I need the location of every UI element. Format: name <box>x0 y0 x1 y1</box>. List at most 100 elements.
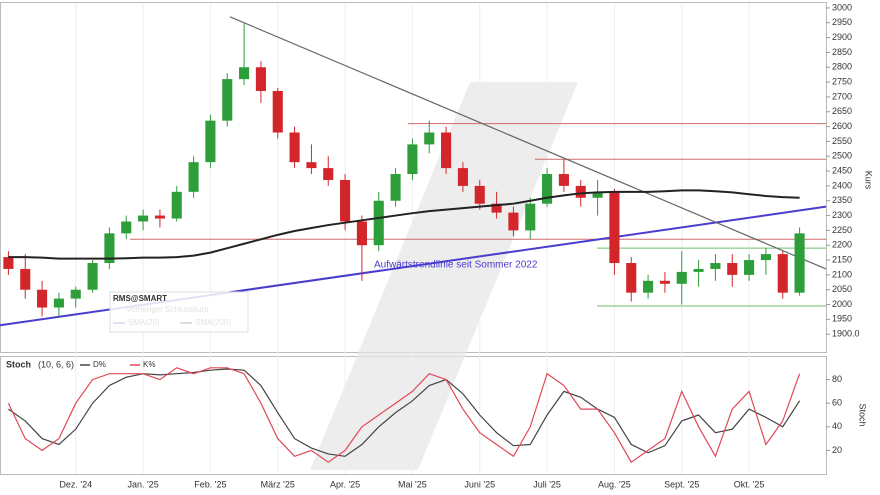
y-tick-label: 2050 <box>832 284 852 294</box>
y-tick-label: 2250 <box>832 225 852 235</box>
candle-body <box>171 191 182 219</box>
stoch-subtitle: (10, 6, 6) <box>38 359 74 369</box>
x-tick-label: Apr. '25 <box>330 479 360 489</box>
y-tick-label: 3000 <box>832 2 852 12</box>
candle-body <box>525 203 536 231</box>
candle-body <box>659 280 670 284</box>
candle-body <box>424 132 435 145</box>
candle-body <box>239 67 250 80</box>
y-tick-label: 60 <box>832 398 842 408</box>
y-tick-label: 20 <box>832 445 842 455</box>
candle-body <box>794 233 805 293</box>
y-tick-label: 40 <box>832 421 842 431</box>
candle-body <box>188 162 199 192</box>
candle-body <box>441 132 452 169</box>
candle-body <box>710 263 721 269</box>
y-tick-label: 2150 <box>832 254 852 264</box>
candle-body <box>676 271 687 284</box>
candle-body <box>643 280 654 293</box>
y-tick-label: 2900 <box>832 32 852 42</box>
y-tick-label: 80 <box>832 374 842 384</box>
candle-body <box>390 174 401 201</box>
candle-body <box>508 212 519 231</box>
y-tick-label: 1950 <box>832 314 852 324</box>
candle-body <box>289 132 300 163</box>
y-tick-label: 1900.0 <box>832 329 860 339</box>
candle-body <box>693 268 704 272</box>
y-tick-label: 2200 <box>832 240 852 250</box>
y-tick-label: 2000 <box>832 299 852 309</box>
candle-body <box>558 174 569 186</box>
candle-body <box>340 179 351 222</box>
x-tick-label: Okt. '25 <box>734 479 765 489</box>
candle-body <box>121 221 132 234</box>
x-tick-label: März '25 <box>261 479 295 489</box>
series-line <box>7 367 801 464</box>
legend-title: RMS@SMART <box>113 294 167 303</box>
candle-body <box>37 289 48 308</box>
candle-body <box>491 203 502 213</box>
candle-body <box>255 67 266 91</box>
candle-body <box>138 215 149 222</box>
trendline-annotation: Aufwärtstrendlinie seit Sommer 2022 <box>374 260 538 271</box>
candle-body <box>20 268 31 290</box>
stoch-title: Stoch <box>6 359 31 369</box>
candle-body <box>87 263 98 290</box>
candle-body <box>474 185 485 204</box>
candle-body <box>154 215 165 219</box>
x-tick-label: Jan. '25 <box>127 479 158 489</box>
x-tick-label: Juli '25 <box>533 479 561 489</box>
candle-body <box>306 162 317 169</box>
candle-body <box>104 233 115 264</box>
candle-body <box>272 90 283 133</box>
candle-body <box>592 191 603 198</box>
y-axis-label: Kurs <box>864 171 874 190</box>
candle-body <box>3 257 14 269</box>
candle-body <box>222 79 233 121</box>
candle-body <box>609 191 620 264</box>
y-tick-label: 2850 <box>832 47 852 57</box>
candle-body <box>373 200 384 246</box>
watermark <box>310 82 578 470</box>
legend-box <box>109 291 249 333</box>
candle-body <box>727 263 738 275</box>
y-tick-label: 2550 <box>832 136 852 146</box>
y-tick-label: 2950 <box>832 17 852 27</box>
y-tick-label: 2450 <box>832 165 852 175</box>
y-tick-label: 2600 <box>832 121 852 131</box>
candle-body <box>356 221 367 246</box>
candle-body <box>760 254 771 261</box>
candle-body <box>53 298 64 308</box>
candle-body <box>542 174 553 204</box>
y-tick-label: 2350 <box>832 195 852 205</box>
candle-body <box>457 168 468 186</box>
y-tick-label: 2400 <box>832 180 852 190</box>
candle-body <box>70 289 81 299</box>
x-tick-label: Sept. '25 <box>664 479 699 489</box>
candle-body <box>626 263 637 293</box>
y-tick-label: 2700 <box>832 91 852 101</box>
candle-body <box>205 120 216 163</box>
x-tick-label: Mai '25 <box>398 479 427 489</box>
y-tick-label: 2300 <box>832 210 852 220</box>
series-line <box>8 189 800 260</box>
candle-body <box>777 254 788 293</box>
trendline <box>229 16 827 270</box>
y-tick-label: 2500 <box>832 151 852 161</box>
y-tick-label: 2750 <box>832 76 852 86</box>
x-tick-label: Dez. '24 <box>59 479 92 489</box>
candle-body <box>575 185 586 198</box>
x-tick-label: Feb. '25 <box>194 479 226 489</box>
y-tick-label: 2800 <box>832 62 852 72</box>
y-tick-label: 2650 <box>832 106 852 116</box>
x-tick-label: Juni '25 <box>464 479 495 489</box>
candle-body <box>323 168 334 180</box>
y-axis-label: Stoch <box>858 403 868 426</box>
x-tick-label: Aug. '25 <box>598 479 631 489</box>
y-tick-label: 2100 <box>832 269 852 279</box>
legend-entry: K% <box>143 360 155 369</box>
legend-entry: D% <box>93 360 106 369</box>
candle-body <box>407 144 418 175</box>
candle-body <box>744 260 755 275</box>
